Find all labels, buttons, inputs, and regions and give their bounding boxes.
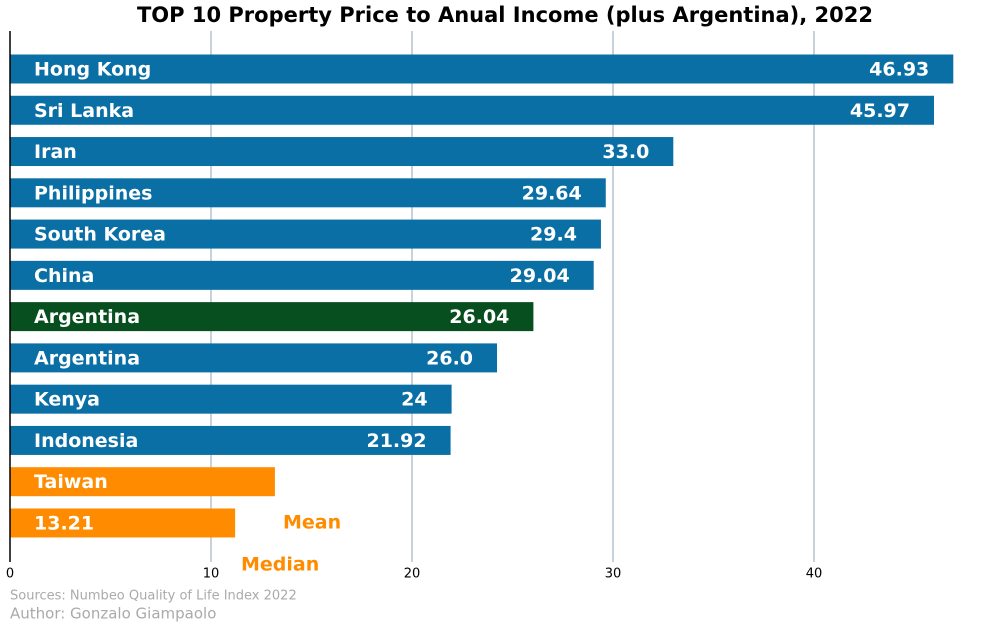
bar <box>10 467 275 497</box>
value-label: 46.93 <box>869 59 929 81</box>
y-category-label: Philippines <box>34 182 152 204</box>
value-label: 33.0 <box>602 141 649 163</box>
y-category-label: Argentina <box>34 306 140 328</box>
x-tick-label: 20 <box>404 567 421 582</box>
x-tick-label: 30 <box>605 567 622 582</box>
x-tick-label: 40 <box>806 567 823 582</box>
x-tick-label: 0 <box>6 567 14 582</box>
y-category-label: Argentina <box>34 347 140 369</box>
bar <box>10 137 674 167</box>
y-category-label: 13.21 <box>34 512 94 534</box>
value-label: 45.97 <box>850 100 910 122</box>
bar <box>10 425 451 455</box>
bar <box>10 302 534 332</box>
y-category-label: Hong Kong <box>34 59 151 81</box>
x-tick-label: 10 <box>203 567 220 582</box>
y-category-label: Indonesia <box>34 430 138 452</box>
y-category-label: Kenya <box>34 389 100 411</box>
annotation: Mean <box>283 512 341 534</box>
bar <box>10 384 452 414</box>
y-category-label: Sri Lanka <box>34 100 134 122</box>
bar <box>10 219 601 249</box>
bar <box>10 343 498 373</box>
y-category-label: China <box>34 265 94 287</box>
value-label: 26.0 <box>426 347 473 369</box>
value-label: 24 <box>401 389 427 411</box>
value-label: 29.64 <box>522 182 582 204</box>
bar <box>10 508 236 538</box>
y-category-label: Iran <box>34 141 77 163</box>
bar <box>10 54 954 84</box>
y-category-label: South Korea <box>34 224 166 246</box>
annotation: Median <box>241 554 319 576</box>
value-label: 29.4 <box>530 224 577 246</box>
chart-title: TOP 10 Property Price to Anual Income (p… <box>137 3 873 27</box>
bar <box>10 260 594 290</box>
bar <box>10 95 934 125</box>
value-label: 26.04 <box>449 306 509 328</box>
author: Author: Gonzalo Giampaolo <box>10 605 216 623</box>
y-category-label: Taiwan <box>34 471 108 493</box>
value-label: 21.92 <box>366 430 426 452</box>
source: Sources: Numbeo Quality of Life Index 20… <box>10 589 297 604</box>
value-label: 29.04 <box>510 265 570 287</box>
bar <box>10 178 606 208</box>
